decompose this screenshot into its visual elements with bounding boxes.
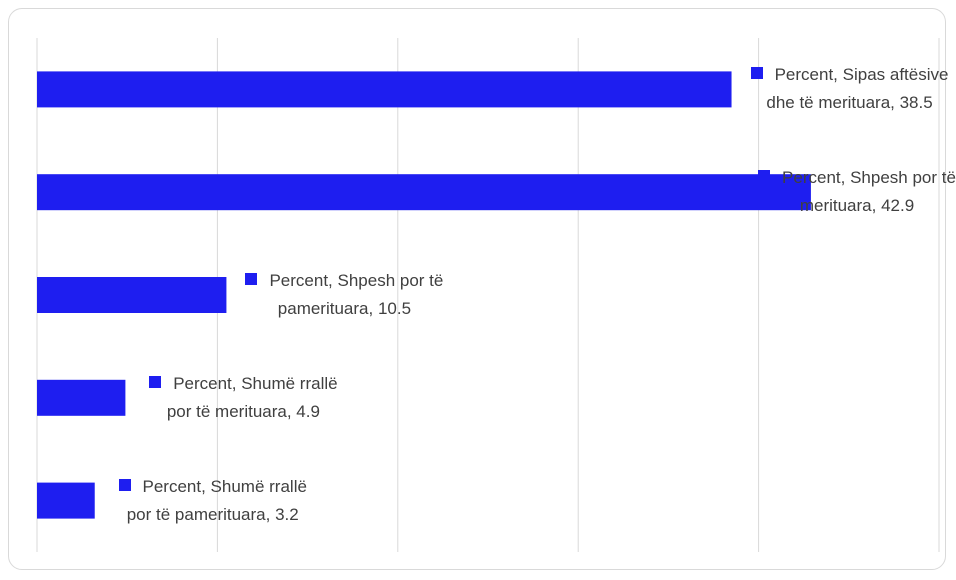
data-label: Percent, Shumë rrallë por të merituara, … — [143, 370, 343, 426]
data-label-text: Percent, Shumë rrallë por të pamerituara… — [126, 476, 307, 524]
bar — [37, 482, 95, 519]
legend-key — [118, 478, 131, 491]
bar — [37, 277, 227, 313]
legend-key — [245, 273, 258, 285]
data-label: Percent, Shpesh por të pamerituara, 10.5 — [244, 267, 444, 323]
data-label-text: Percent, Shpesh por të pamerituara, 10.5 — [269, 271, 444, 318]
data-label: Percent, Sipas aftësive dhe të merituara… — [750, 61, 950, 117]
bar — [37, 174, 811, 211]
legend-key — [149, 375, 162, 388]
chart-frame — [8, 8, 946, 570]
legend-key — [758, 170, 771, 183]
data-label: Percent, Shpesh por të merituara, 42.9 — [757, 164, 956, 220]
legend-key — [750, 67, 763, 80]
bar — [37, 71, 732, 108]
data-label: Percent, Shumë rrallë por të pamerituara… — [113, 473, 313, 529]
bar — [37, 379, 126, 416]
data-label-text: Percent, Shpesh por të merituara, 42.9 — [782, 168, 956, 216]
data-label-text: Percent, Shumë rrallë por të merituara, … — [166, 373, 338, 421]
data-label-text: Percent, Sipas aftësive dhe të merituara… — [766, 65, 949, 113]
